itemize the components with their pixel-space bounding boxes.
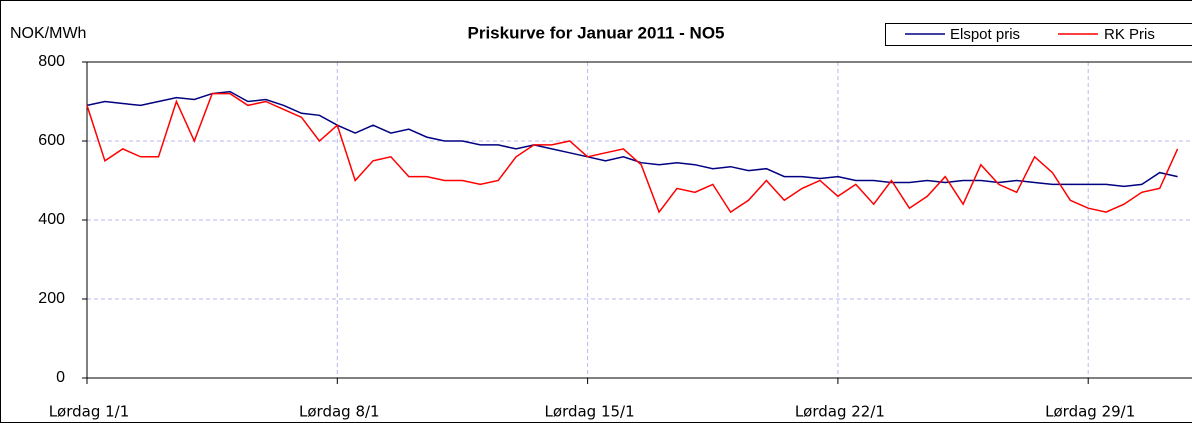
legend-box [885,23,1192,46]
series-line [86,92,1179,214]
y-tick-label: 800 [38,53,65,70]
x-tick-label: Lørdag 1/1 [49,403,130,421]
x-tick-label: Lørdag 22/1 [795,403,885,421]
legend: Elspot pris RK Pris [885,23,1192,46]
y-tick-label: 200 [38,290,65,307]
y-tick-label: 0 [56,369,65,386]
x-tick-label: Lørdag 15/1 [545,403,635,421]
legend-label: RK Pris [1104,26,1155,43]
plot-area [86,61,1192,379]
y-tick-label: 600 [38,132,65,149]
y-tick-label: 400 [38,211,65,228]
y-axis-label: NOK/MWh [10,25,86,42]
chart-title: Priskurve for Januar 2011 - NO5 [467,23,724,42]
x-tick-label: Lørdag 8/1 [299,403,380,421]
legend-label: Elspot pris [950,26,1020,43]
x-tick-label: Lørdag 29/1 [1045,403,1135,421]
